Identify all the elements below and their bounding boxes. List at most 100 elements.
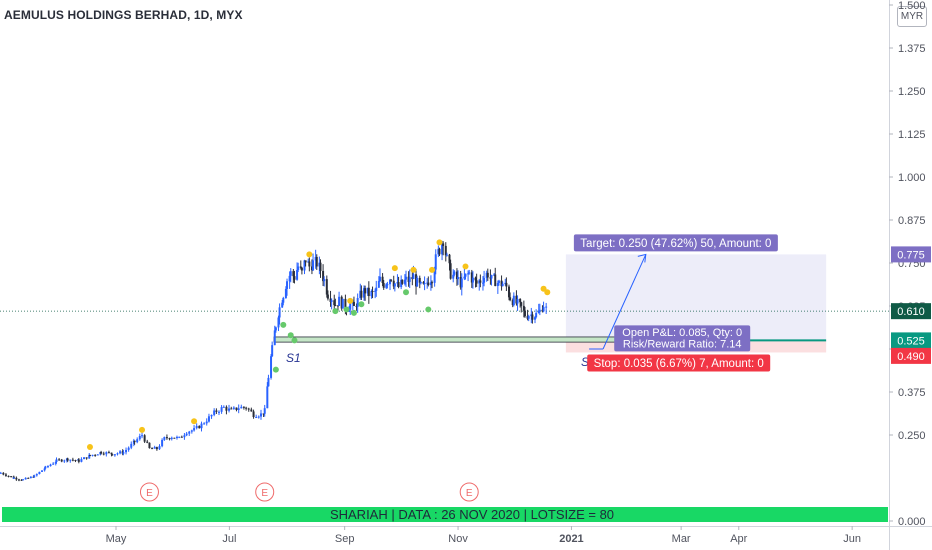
- earnings-marker-label: E: [466, 488, 473, 499]
- candle-body: [535, 312, 538, 318]
- candle-body: [310, 266, 313, 271]
- candle-body: [168, 438, 171, 440]
- candle-body: [240, 406, 243, 409]
- signal-dot-green: [425, 306, 432, 313]
- candle-body: [132, 440, 135, 444]
- candle-body: [448, 254, 451, 264]
- candle-body: [228, 408, 231, 411]
- entry-price-tag-text: 0.525: [897, 335, 925, 347]
- candle-body: [393, 283, 396, 287]
- candle-body: [277, 317, 280, 328]
- candle-body: [289, 271, 292, 276]
- candle-body: [401, 279, 404, 284]
- x-tick-label: Jul: [222, 533, 236, 545]
- candle-body: [367, 287, 370, 297]
- candle-body: [237, 408, 240, 410]
- target-arrow[interactable]: [602, 254, 647, 350]
- candle-body: [91, 454, 94, 456]
- candle-body: [54, 461, 57, 464]
- candle-body: [333, 300, 336, 306]
- candle-body: [407, 276, 410, 282]
- candle-body: [427, 282, 430, 286]
- candle-body: [375, 287, 378, 291]
- candle-body: [41, 470, 44, 472]
- candle-body: [161, 439, 164, 447]
- candle-body: [314, 256, 317, 261]
- candle-body: [308, 261, 311, 267]
- candle-body: [299, 266, 302, 268]
- candle-body: [374, 290, 377, 292]
- candle-body: [38, 471, 41, 475]
- signal-dot-yellow: [436, 239, 443, 246]
- candle-body: [178, 436, 181, 438]
- candle-body: [217, 411, 220, 413]
- candle-body: [537, 310, 540, 313]
- candle-body: [205, 421, 208, 424]
- candle-body: [338, 296, 341, 306]
- currency-button[interactable]: MYR: [897, 6, 927, 27]
- candle-body: [463, 276, 466, 279]
- candle-body: [105, 452, 108, 455]
- candle-body: [520, 302, 523, 306]
- candle-body: [474, 277, 477, 281]
- candle-body: [509, 297, 512, 301]
- candle-body: [505, 282, 508, 287]
- candle-body: [400, 279, 403, 288]
- earnings-marker[interactable]: [255, 482, 275, 502]
- y-tick-label: 1.375: [898, 43, 926, 55]
- candle-body: [519, 298, 522, 303]
- candle-body: [55, 459, 58, 462]
- signal-dot-green: [291, 337, 298, 344]
- candle-body: [185, 433, 188, 436]
- candle-body: [278, 307, 281, 318]
- candle-body: [323, 279, 326, 282]
- earnings-marker[interactable]: [459, 482, 479, 502]
- candle-body: [377, 281, 380, 288]
- candle-body: [188, 431, 191, 434]
- x-tick-label: Jun: [843, 533, 861, 545]
- candle-body: [293, 276, 296, 280]
- candle-body: [88, 454, 91, 459]
- candle-body: [534, 317, 537, 320]
- candle-body: [418, 277, 421, 283]
- candle-body: [281, 302, 284, 308]
- candle-body: [438, 248, 441, 255]
- candle-body: [493, 274, 496, 276]
- candle-body: [113, 454, 116, 456]
- candle-body: [29, 476, 32, 479]
- candle-body: [262, 413, 265, 415]
- candle-body: [107, 452, 110, 454]
- candle-body: [200, 423, 203, 429]
- last-price-tag-box: [891, 303, 931, 320]
- candle-body: [138, 436, 141, 440]
- candle-body: [12, 477, 15, 479]
- entry-price-tag-box: [891, 332, 931, 349]
- earnings-marker[interactable]: [139, 482, 159, 502]
- candle-body: [230, 408, 233, 410]
- candle-body: [531, 314, 534, 320]
- candle-body: [190, 430, 193, 432]
- candle-body: [245, 407, 248, 409]
- candle-body: [445, 254, 448, 256]
- candle-body: [419, 282, 422, 284]
- candle-body: [232, 407, 235, 409]
- target-arrow-head: [637, 253, 647, 263]
- candle-body: [2, 472, 5, 475]
- candle-body: [43, 468, 46, 471]
- candle-body: [116, 453, 119, 455]
- candle-body: [102, 453, 105, 455]
- candle-body: [496, 282, 499, 287]
- candle-body: [300, 267, 303, 271]
- candle-body: [88, 454, 91, 456]
- candle-body: [455, 271, 458, 280]
- candle-body: [429, 282, 432, 286]
- candle-body: [412, 274, 415, 280]
- candle-body: [511, 300, 514, 306]
- x-tick-label: 2021: [559, 533, 583, 545]
- candle-body: [286, 281, 289, 289]
- candle-body: [180, 436, 183, 438]
- candle-body: [326, 294, 329, 299]
- candle-body: [515, 295, 518, 304]
- candle-body: [434, 254, 437, 270]
